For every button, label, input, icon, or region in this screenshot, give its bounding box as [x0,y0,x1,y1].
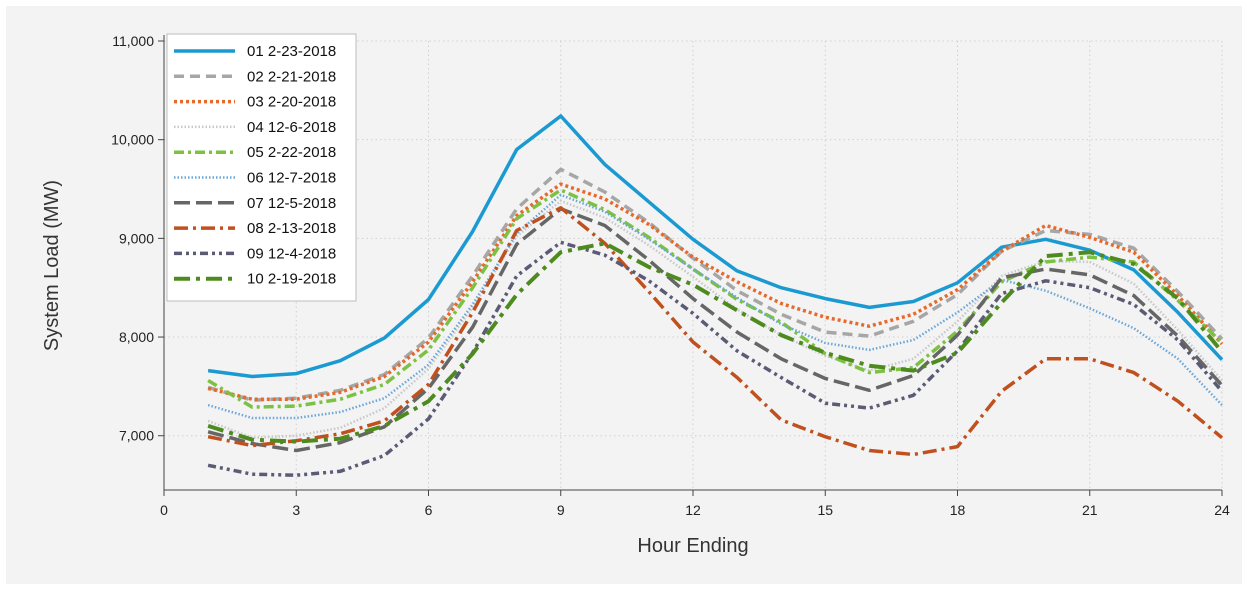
series-line-10 [207,241,1224,444]
y-axis-title: System Load (MW) [41,180,63,351]
x-tick-label: 18 [950,502,966,518]
legend-label-5: 05 2-22-2018 [247,144,336,161]
series-line-2 [207,167,1224,402]
series-line-4 [207,199,1223,439]
y-tick-label: 8,000 [119,329,154,345]
legend: 01 2-23-2018 02 2-21-2018 03 2-20-2018 04 1… [166,33,357,302]
y-tick-label: 7,000 [119,428,154,444]
series-line-5 [207,188,1224,409]
legend-label-4: 04 12-6-2018 [247,119,336,136]
axes: 0 3 6 9 12 15 18 21 24 7,000 8,000 9,000 10,000 11,00… [111,33,1230,518]
series-line-8 [207,206,1224,457]
series-line-6 [207,193,1223,420]
legend-label-8: 08 2-13-2018 [247,220,336,237]
x-axis-title: Hour Ending [637,535,748,557]
legend-label-2: 02 2-21-2018 [247,68,336,85]
series-line-1 [207,114,1224,379]
legend-box [166,33,357,302]
x-tick-label: 12 [685,502,701,518]
x-tick-label: 6 [425,502,433,518]
line-chart: 0 3 6 9 12 15 18 21 24 7,000 8,000 9,000 10,000 11,00… [41,33,1230,557]
series-line-3 [207,182,1224,401]
legend-label-3: 03 2-20-2018 [247,94,336,111]
legend-label-6: 06 12-7-2018 [247,170,336,187]
legend-label-10: 10 2-19-2018 [247,271,336,288]
legend-label-1: 01 2-23-2018 [247,43,336,60]
x-tick-label: 21 [1082,502,1098,518]
series-lines [207,114,1224,477]
chart-frame: 0 3 6 9 12 15 18 21 24 7,000 8,000 9,000 10,000 11,00… [6,6,1242,584]
x-tick-label: 9 [557,502,565,518]
legend-label-7: 07 12-5-2018 [247,195,336,212]
y-tick-label: 10,000 [111,132,154,148]
y-tick-label: 11,000 [112,33,154,49]
series-line-7 [207,207,1224,453]
x-tick-label: 3 [292,502,300,518]
legend-label-9: 09 12-4-2018 [247,245,336,262]
x-tick-label: 15 [817,502,833,518]
y-tick-label: 9,000 [119,230,154,246]
x-tick-label: 24 [1214,502,1230,518]
x-tick-label: 0 [160,502,168,518]
